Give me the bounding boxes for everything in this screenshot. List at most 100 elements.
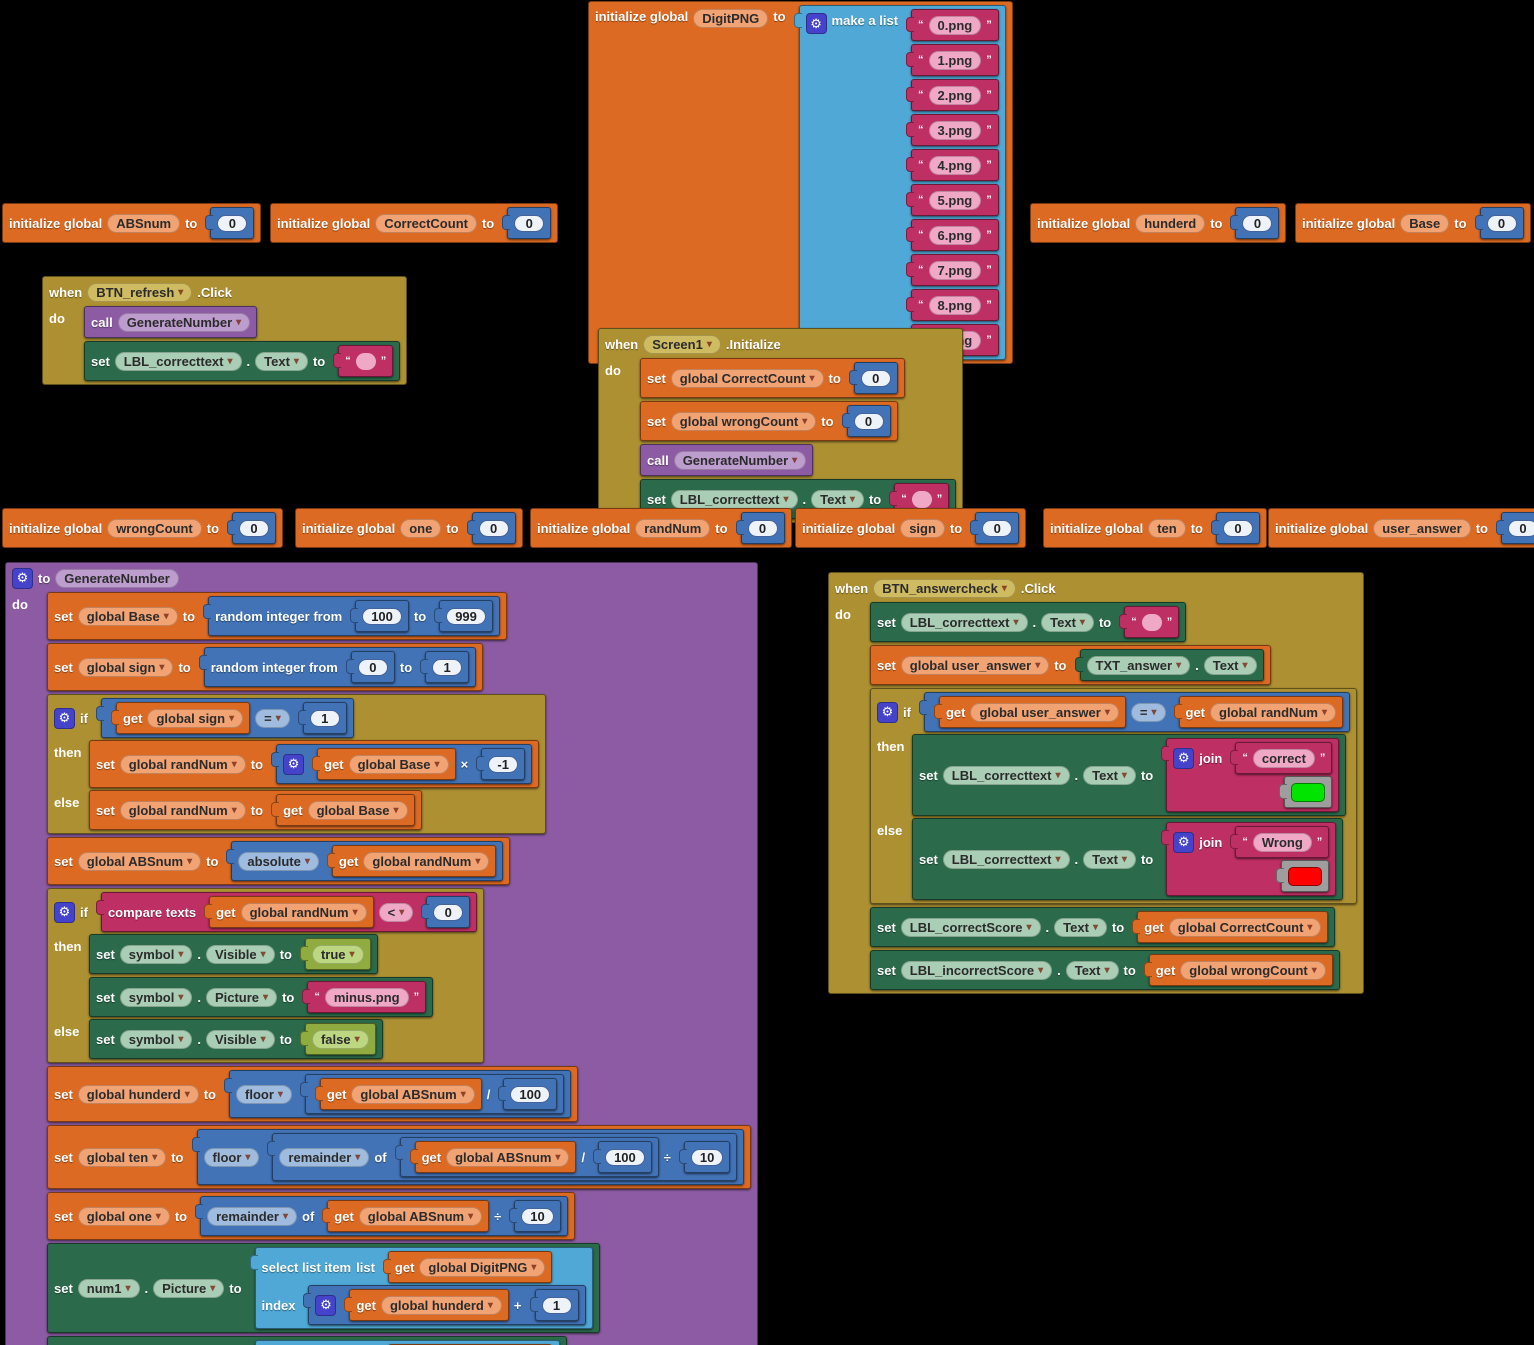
property-dropdown[interactable]: Picture ▾ [205,987,278,1007]
get-variable-block[interactable]: get global randNum ▾ [204,896,374,928]
variable-name-field[interactable]: user_answer [1373,518,1471,538]
set-global-ten[interactable]: set global ten ▾ to floor ▾ remainder ▾ of get glo… [47,1125,752,1189]
property-dropdown[interactable]: Text ▾ [1054,917,1107,937]
property-dropdown[interactable]: Text ▾ [811,489,864,509]
get-variable-block[interactable]: get global ABSnum ▾ [322,1200,490,1232]
init-global-one[interactable]: initialize global one to 0 [295,508,523,548]
number-field[interactable]: 1 [432,658,463,676]
variable-name-field[interactable]: randNum [635,518,711,538]
number-block[interactable]: 1 [420,651,470,683]
number-field[interactable]: 999 [446,607,486,625]
number-field[interactable]: 0 [860,369,891,387]
color-block-green[interactable] [1279,776,1333,808]
init-global-hunderd[interactable]: initialize global hunderd to 0 [1030,203,1287,243]
component-dropdown[interactable]: symbol ▾ [119,987,193,1007]
divide-block[interactable]: get global ABSnum ▾/100 [394,1137,659,1177]
number-field[interactable]: 100 [605,1148,645,1166]
string-field[interactable]: 3.png [928,120,982,140]
variable-dropdown[interactable]: global ABSnum ▾ [77,851,202,871]
string-field[interactable]: 2.png [928,85,982,105]
if-answer-block[interactable]: ⚙ if get global user_answer ▾ = ▾ get global ran… [870,688,1357,904]
compare-texts-block[interactable]: compare texts get global randNum ▾ < ▾ 0 [95,892,478,932]
get-variable-block[interactable]: get global user_answer ▾ [933,696,1126,728]
mutator-gear-icon[interactable]: ⚙ [54,901,75,923]
variable-dropdown[interactable]: global sign ▾ [147,708,244,728]
component-dropdown[interactable]: BTN_refresh ▾ [87,282,193,302]
math-op-dropdown[interactable]: floor ▾ [203,1147,260,1167]
floor-block[interactable]: floor ▾ remainder ▾ of get global ABSnum ▾/100 ÷… [191,1129,745,1185]
number-field[interactable]: -1 [488,755,519,773]
number-field[interactable]: 0 [239,519,270,537]
number-block[interactable]: 10 [678,1141,731,1173]
mutator-gear-icon[interactable]: ⚙ [1173,747,1195,769]
get-variable-block[interactable]: get global Base ▾ [312,748,456,780]
when-btn-refresh-click[interactable]: when BTN_refresh ▾ .Click do call GenerateNumb… [42,276,408,385]
remainder-block[interactable]: remainder ▾ of get global ABSnum ▾/100 ÷ 10 [267,1133,738,1181]
component-dropdown[interactable]: LBL_correcttext ▾ [670,489,798,509]
equals-block[interactable]: get global sign ▾ = ▾ 1 [95,698,354,738]
number-block[interactable]: 0 [227,512,277,544]
property-dropdown[interactable]: Text ▾ [1083,849,1136,869]
empty-string-block[interactable]: “” [333,345,394,377]
variable-dropdown[interactable]: global randNum ▾ [363,851,490,871]
init-global-ten[interactable]: initialize global ten to 0 [1043,508,1267,548]
variable-dropdown[interactable]: global sign ▾ [77,657,174,677]
if-sign-block[interactable]: ⚙ if get global sign ▾ = ▾ 1 then set global randN… [47,694,547,834]
component-dropdown[interactable]: LBL_incorrectScore ▾ [900,960,1053,980]
set-lbl-correcttext-text[interactable]: set LBL_correcttext ▾. Text ▾ to ⚙ join “correct… [912,734,1347,816]
txt-answer-text-getter[interactable]: TXT_answer ▾. Text ▾ [1074,649,1264,681]
procedure-dropdown[interactable]: GenerateNumber ▾ [673,450,807,470]
property-dropdown[interactable]: Visible ▾ [205,944,275,964]
number-block[interactable]: 0 [502,207,552,239]
join-block[interactable]: ⚙ join “ correct ” [1161,738,1340,812]
component-dropdown[interactable]: symbol ▾ [119,1029,193,1049]
property-dropdown[interactable]: Text ▾ [1203,655,1257,675]
text-string-block[interactable]: “ Wrong ” [1230,826,1330,858]
number-block[interactable]: 0 [1495,512,1534,544]
property-dropdown[interactable]: Text ▾ [1041,612,1094,632]
component-dropdown[interactable]: num1 ▾ [77,1278,140,1298]
set-lbl-incorrectscore-text[interactable]: set LBL_incorrectScore ▾. Text ▾ to get global … [870,950,1340,990]
get-variable-block[interactable]: get global wrongCount ▾ [1143,954,1333,986]
init-global-randnum[interactable]: initialize global randNum to 0 [530,508,792,548]
string-field[interactable]: correct [1252,748,1315,768]
mutator-gear-icon[interactable]: ⚙ [54,707,75,729]
mutator-gear-icon[interactable]: ⚙ [877,701,898,723]
property-dropdown[interactable]: Text ▾ [255,351,308,371]
string-field[interactable]: 0.png [928,15,982,35]
number-field[interactable]: 0 [514,214,545,232]
set-global-user-answer[interactable]: set global user_answer ▾ to TXT_answer ▾. Text… [870,645,1271,685]
text-string-block[interactable]: “ 5.png ” [906,184,999,216]
empty-string-field[interactable] [355,352,376,370]
text-string-block[interactable]: “ 3.png ” [906,114,999,146]
number-block[interactable]: 100 [498,1078,558,1110]
variable-dropdown[interactable]: global one ▾ [77,1206,170,1226]
random-integer-block[interactable]: random integer from 0 to 1 [198,647,477,687]
number-field[interactable]: 0 [478,519,509,537]
number-block[interactable]: 0 [970,512,1020,544]
color-block-red[interactable] [1276,860,1330,892]
number-field[interactable]: 10 [690,1148,724,1166]
mutator-gear-icon[interactable]: ⚙ [805,13,827,34]
get-variable-block[interactable]: get global randNum ▾ [1173,696,1343,728]
set-global-wrongcount[interactable]: set global wrongCount ▾ to 0 [640,401,898,441]
variable-dropdown[interactable]: global Base ▾ [77,606,178,626]
logic-dropdown[interactable]: true ▾ [311,944,364,964]
set-symbol-picture[interactable]: set symbol ▾. Picture ▾ to “minus.png” [89,977,434,1017]
number-field[interactable]: 0 [357,658,388,676]
component-dropdown[interactable]: LBL_correcttext ▾ [114,351,242,371]
divide-block[interactable]: get global ABSnum ▾/100 [299,1074,565,1114]
variable-name-field[interactable]: sign [900,518,945,538]
set-lbl-correcttext-text[interactable]: set LBL_correcttext ▾. Text ▾ to “” [84,341,401,381]
text-string-block[interactable]: “ correct ” [1230,742,1333,774]
init-global-base[interactable]: initialize global Base to 0 [1295,203,1531,243]
absolute-block[interactable]: absolute ▾ get global randNum ▾ [226,841,504,881]
variable-dropdown[interactable]: global Base ▾ [307,800,408,820]
set-lbl-correctscore-text[interactable]: set LBL_correctScore ▾. Text ▾ to get global Co… [870,907,1336,947]
init-global-digitpng[interactable]: initialize global DigitPNG to ⚙ make a list “… [588,1,1013,364]
color-swatch[interactable] [1291,782,1326,802]
mutator-gear-icon[interactable]: ⚙ [283,753,305,775]
string-field[interactable]: 5.png [928,190,982,210]
